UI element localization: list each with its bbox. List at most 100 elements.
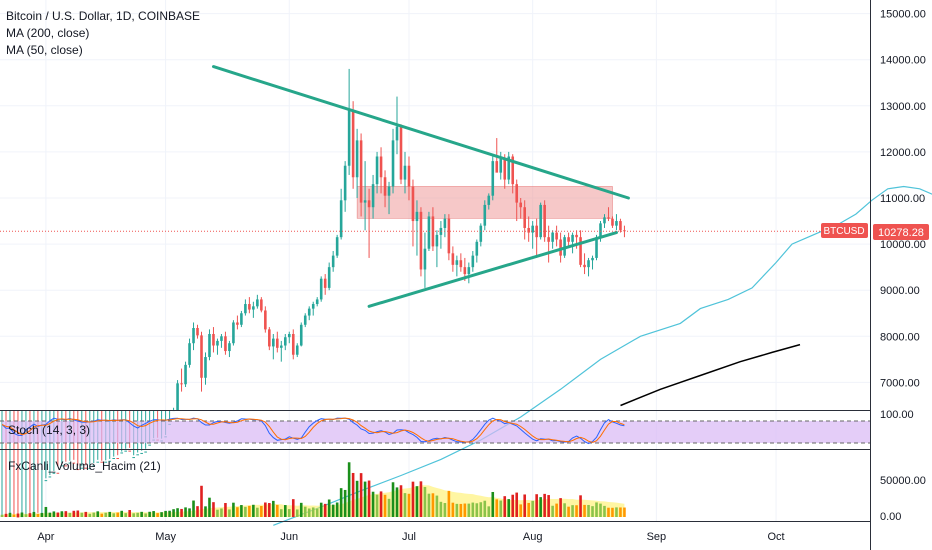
candle (307, 306, 311, 321)
volume-bar (196, 506, 199, 517)
volume-pane[interactable]: FxCanli_Volume_Hacim (21) (0, 459, 870, 522)
candle-body (196, 328, 199, 336)
candle (619, 218, 622, 233)
volume-bar (439, 501, 443, 517)
candle (383, 170, 387, 208)
candle (184, 361, 187, 388)
candle (419, 207, 423, 277)
price-tick-label: 8000.00 (880, 331, 920, 343)
candle-body (583, 264, 586, 268)
candle-body (503, 158, 507, 180)
candle (559, 232, 562, 263)
candle-body (523, 207, 526, 228)
volume-bar (244, 506, 247, 517)
volume-bar (515, 492, 519, 517)
candle (291, 329, 295, 360)
volume-bars (0, 462, 626, 517)
candle-body (64, 465, 68, 467)
candle (236, 315, 239, 330)
candle-body (443, 218, 447, 228)
candle-body (128, 450, 131, 452)
candle-body (299, 324, 303, 346)
candle-body (567, 237, 570, 242)
candle (244, 299, 247, 316)
volume-bar (260, 506, 263, 517)
candle-body (92, 465, 96, 467)
candle-body (371, 184, 375, 208)
candle-body (359, 140, 363, 203)
candle (335, 234, 339, 258)
candle (519, 198, 522, 219)
volume-axis-tick-50000: 50000.00 (880, 475, 926, 487)
candle (276, 331, 279, 353)
volume-bar (403, 493, 407, 517)
stoch-pane[interactable]: Stoch (14, 3, 3) (0, 410, 870, 450)
candle (443, 214, 447, 238)
candle-body (148, 444, 151, 446)
candle (299, 322, 303, 347)
candle-body (415, 211, 419, 222)
volume-bar (120, 510, 123, 517)
volume-label: FxCanli_Volume_Hacim (21) (8, 459, 161, 473)
candle-body (244, 304, 247, 314)
candle-body (228, 343, 231, 352)
candle-body (220, 336, 223, 341)
candle-body (375, 156, 379, 185)
candle-body (335, 237, 339, 256)
candle-body (88, 468, 92, 470)
price-tick-label: 15000.00 (880, 9, 926, 21)
volume-bar (427, 493, 431, 517)
candle-body (56, 472, 60, 474)
ma200-line (620, 343, 801, 407)
candle (220, 333, 223, 348)
time-tick-label: Sep (647, 531, 667, 543)
price-pane[interactable] (0, 0, 932, 526)
volume-bar (567, 506, 570, 517)
volume-bar (511, 494, 515, 517)
time-axis[interactable]: Apr May Jun Jul Aug Sep Oct (37, 531, 784, 543)
volume-bar (240, 505, 243, 517)
stoch-label: Stoch (14, 3, 3) (8, 423, 90, 437)
candle (523, 200, 526, 240)
trendlines[interactable] (211, 65, 630, 308)
volume-bar (547, 495, 550, 517)
candle-body (463, 267, 467, 275)
candle (260, 297, 263, 313)
time-tick-label: May (155, 531, 176, 543)
candle (527, 216, 530, 242)
time-tick-label: Jun (280, 531, 298, 543)
symbol-tag: BTCUSD (821, 223, 868, 238)
volume-bar (52, 511, 56, 517)
indicator-ma200[interactable]: MA (200, close) (6, 26, 90, 40)
volume-bar (220, 508, 223, 517)
volume-bar (523, 494, 526, 517)
candle-body (204, 357, 207, 378)
candle-body (224, 336, 227, 352)
volume-bar (88, 513, 92, 517)
price-tick-label: 14000.00 (880, 55, 926, 67)
candle (459, 253, 463, 272)
volume-bar (575, 505, 578, 517)
candle (415, 200, 419, 256)
volume-bar (188, 508, 191, 517)
volume-bar (615, 507, 618, 517)
volume-bar (579, 495, 582, 517)
candle-body (407, 165, 411, 187)
indicator-ma50[interactable]: MA (50, close) (6, 43, 83, 57)
candle-body (471, 255, 475, 268)
candle (427, 211, 431, 252)
candle-body (307, 308, 311, 316)
volume-bar (291, 499, 295, 517)
candle-body (343, 165, 347, 201)
candle-body (268, 329, 271, 347)
candle-body (264, 310, 267, 330)
volume-bar (459, 503, 463, 517)
volume-bar (192, 500, 195, 517)
volume-bar (383, 494, 387, 517)
candle-body (112, 458, 116, 460)
candle-body (519, 202, 522, 208)
price-axis[interactable]: 15000.00 14000.00 13000.00 12000.00 11000.00… (821, 0, 929, 550)
price-tick-label: 9000.00 (880, 285, 920, 297)
volume-bar (335, 502, 339, 517)
